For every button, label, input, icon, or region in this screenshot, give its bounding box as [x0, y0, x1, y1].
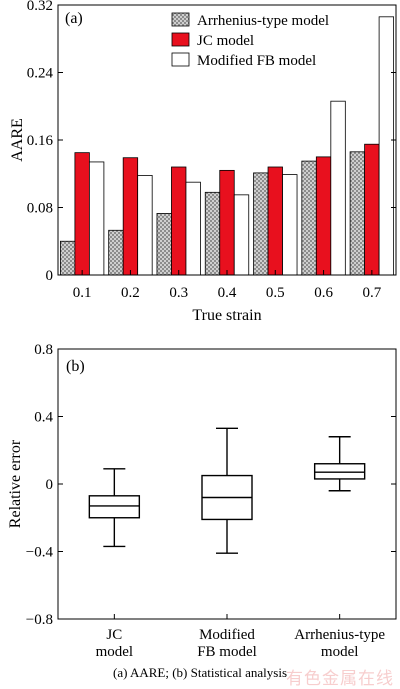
legend-label: Arrhenius-type model: [197, 13, 329, 29]
bar: [171, 166, 187, 276]
x-tick-label: 0.4: [218, 285, 237, 301]
x-category-label: FB model: [197, 644, 257, 660]
y-tick-label: 0.8: [34, 342, 53, 358]
box-iqr: [88, 495, 141, 519]
bar: [59, 240, 76, 276]
y-tick-label: 0.08: [27, 201, 53, 217]
x-category-label: model: [96, 644, 134, 660]
chart-a: 0 0.08 0.16 0.24 0.32 0.1 0.2 0.3 0.4 0.5 0.6 0.7 Tr…: [9, 0, 397, 324]
bar: [267, 166, 283, 276]
box-3: [313, 436, 366, 492]
bar: [137, 175, 153, 276]
figure-caption: (a) AARE; (b) Statistical analysis: [112, 665, 288, 680]
y-tick-label: 0.4: [34, 410, 53, 426]
y-tick-label: 0.16: [27, 133, 54, 149]
bar: [122, 157, 139, 276]
x-tick-label: 0.1: [73, 285, 92, 301]
x-tick-label: 0.2: [121, 285, 140, 301]
y-tick-label: 0: [46, 268, 54, 284]
panel-label: (b): [66, 358, 85, 375]
bar: [204, 191, 221, 276]
x-tick-label: 0.5: [266, 285, 285, 301]
y-tick-label: 0: [46, 477, 54, 493]
legend-swatch: [171, 52, 190, 67]
box-2: [201, 427, 253, 554]
y-axis-label: AARE: [9, 118, 26, 162]
y-tick-label: −0.8: [26, 612, 53, 628]
bar: [185, 181, 201, 276]
bar: [253, 172, 269, 276]
watermark: 有色金属在线: [286, 669, 394, 689]
x-category-label: Arrhenius-type: [294, 627, 385, 643]
box-1: [88, 468, 141, 548]
bar: [282, 174, 298, 276]
legend-swatch: [171, 32, 190, 47]
bar: [378, 16, 395, 276]
x-tick-label: 0.3: [169, 285, 188, 301]
x-category-label: JC: [106, 627, 122, 643]
y-tick-label: 0.32: [27, 0, 53, 14]
x-tick-label: 0.6: [314, 285, 333, 301]
y-tick-label: 0.24: [27, 66, 54, 82]
x-axis-label: True strain: [192, 307, 261, 324]
bar: [315, 156, 332, 276]
bar: [364, 143, 380, 276]
y-axis-label: Relative error: [7, 439, 24, 528]
x-category-label: model: [321, 644, 359, 660]
bar: [156, 213, 172, 276]
y-tick-label: −0.4: [26, 545, 54, 561]
bar: [233, 194, 250, 276]
legend-label: JC model: [197, 33, 254, 49]
panel-label: (a): [65, 10, 83, 27]
legend-label: Modified FB model: [197, 53, 316, 69]
bar: [74, 152, 90, 276]
x-category-label: Modified: [199, 627, 255, 643]
box-iqr: [313, 463, 366, 480]
bar: [219, 169, 235, 276]
bar: [88, 161, 105, 276]
bar: [108, 229, 124, 276]
legend-swatch: [171, 12, 190, 27]
bar: [330, 100, 346, 276]
bar: [349, 151, 366, 276]
bar: [301, 160, 317, 276]
x-tick-label: 0.7: [362, 285, 381, 301]
